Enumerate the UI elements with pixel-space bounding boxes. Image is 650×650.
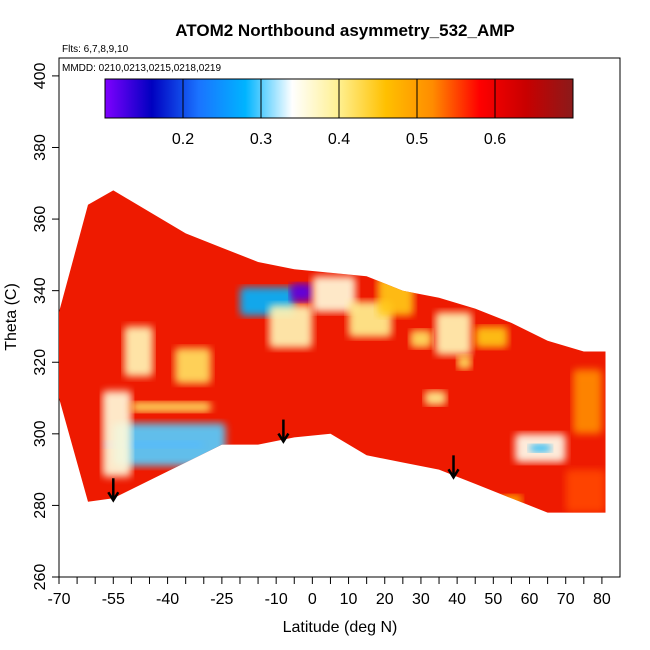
y-tick-label: 340 (32, 277, 49, 304)
field-region-8 (290, 283, 313, 302)
x-tick-label: 30 (412, 591, 430, 608)
marker-arrow (447, 455, 460, 480)
field-region-4 (124, 326, 154, 377)
x-tick-label: 0 (308, 591, 317, 608)
field-region-14 (475, 326, 508, 348)
field-region-19 (500, 494, 523, 506)
field-region-9 (312, 276, 356, 313)
x-tick-label: 40 (448, 591, 466, 608)
colorbar-tick-label: 0.4 (328, 131, 350, 148)
field-region-5 (174, 347, 211, 384)
chart-title: ATOM2 Northbound asymmetry_532_AMP (175, 21, 514, 40)
x-tick-label: 70 (557, 591, 575, 608)
colorbar-tick-label: 0.3 (250, 131, 272, 148)
x-tick-label: -10 (265, 591, 288, 608)
markers (107, 419, 460, 503)
x-tick-label: -25 (210, 591, 233, 608)
dates-label: MMDD: 0210,0213,0215,0218,0219 (62, 63, 221, 74)
y-tick-label: 380 (32, 134, 49, 161)
field-region-1 (113, 423, 226, 467)
field-region-13 (435, 312, 472, 356)
y-tick-label: 280 (32, 492, 49, 519)
field-region-7 (268, 305, 313, 348)
colorbar-tick-label: 0.6 (484, 131, 506, 148)
x-tick-label: 60 (521, 591, 539, 608)
field-region-3 (131, 401, 211, 413)
y-tick-label: 300 (32, 420, 49, 447)
x-tick-label: 10 (340, 591, 358, 608)
x-tick-label: -40 (156, 591, 179, 608)
field-region-21 (572, 369, 602, 434)
field-region-11 (377, 276, 414, 316)
field-region-15 (424, 390, 447, 406)
x-tick-label: -70 (47, 591, 70, 608)
field-region-2 (102, 390, 132, 477)
y-axis-label: Theta (C) (3, 283, 20, 351)
colorbar-ticks: 0.2 0.3 0.4 0.5 0.6 (172, 79, 506, 148)
flights-label: Flts: 6,7,8,9,10 (62, 44, 129, 55)
x-axis: -70 -55 -40 -25 -10 0 10 20 30 40 50 60 70 80 (47, 577, 611, 608)
y-tick-label: 400 (32, 62, 49, 89)
field-regions (102, 276, 606, 513)
x-tick-label: 80 (593, 591, 611, 608)
data-field (59, 190, 606, 513)
field-region-20 (565, 469, 606, 513)
x-tick-label: 20 (376, 591, 394, 608)
colorbar-tick-label: 0.5 (406, 131, 428, 148)
marker-arrow (277, 419, 290, 444)
field-region-18 (529, 444, 552, 452)
y-axis: 260 280 300 320 340 360 380 400 (32, 62, 59, 590)
y-tick-label: 260 (32, 564, 49, 591)
x-tick-label: -55 (102, 591, 125, 608)
y-tick-label: 360 (32, 206, 49, 233)
field-region-12 (410, 330, 432, 348)
y-tick-label: 320 (32, 349, 49, 376)
colorbar-tick-label: 0.2 (172, 131, 194, 148)
x-tick-label: 50 (484, 591, 502, 608)
marker-arrow (107, 478, 120, 503)
field-region-16 (457, 355, 472, 370)
x-axis-label: Latitude (deg N) (283, 619, 398, 636)
colorbar: 0.2 0.3 0.4 0.5 0.6 (104, 78, 574, 148)
